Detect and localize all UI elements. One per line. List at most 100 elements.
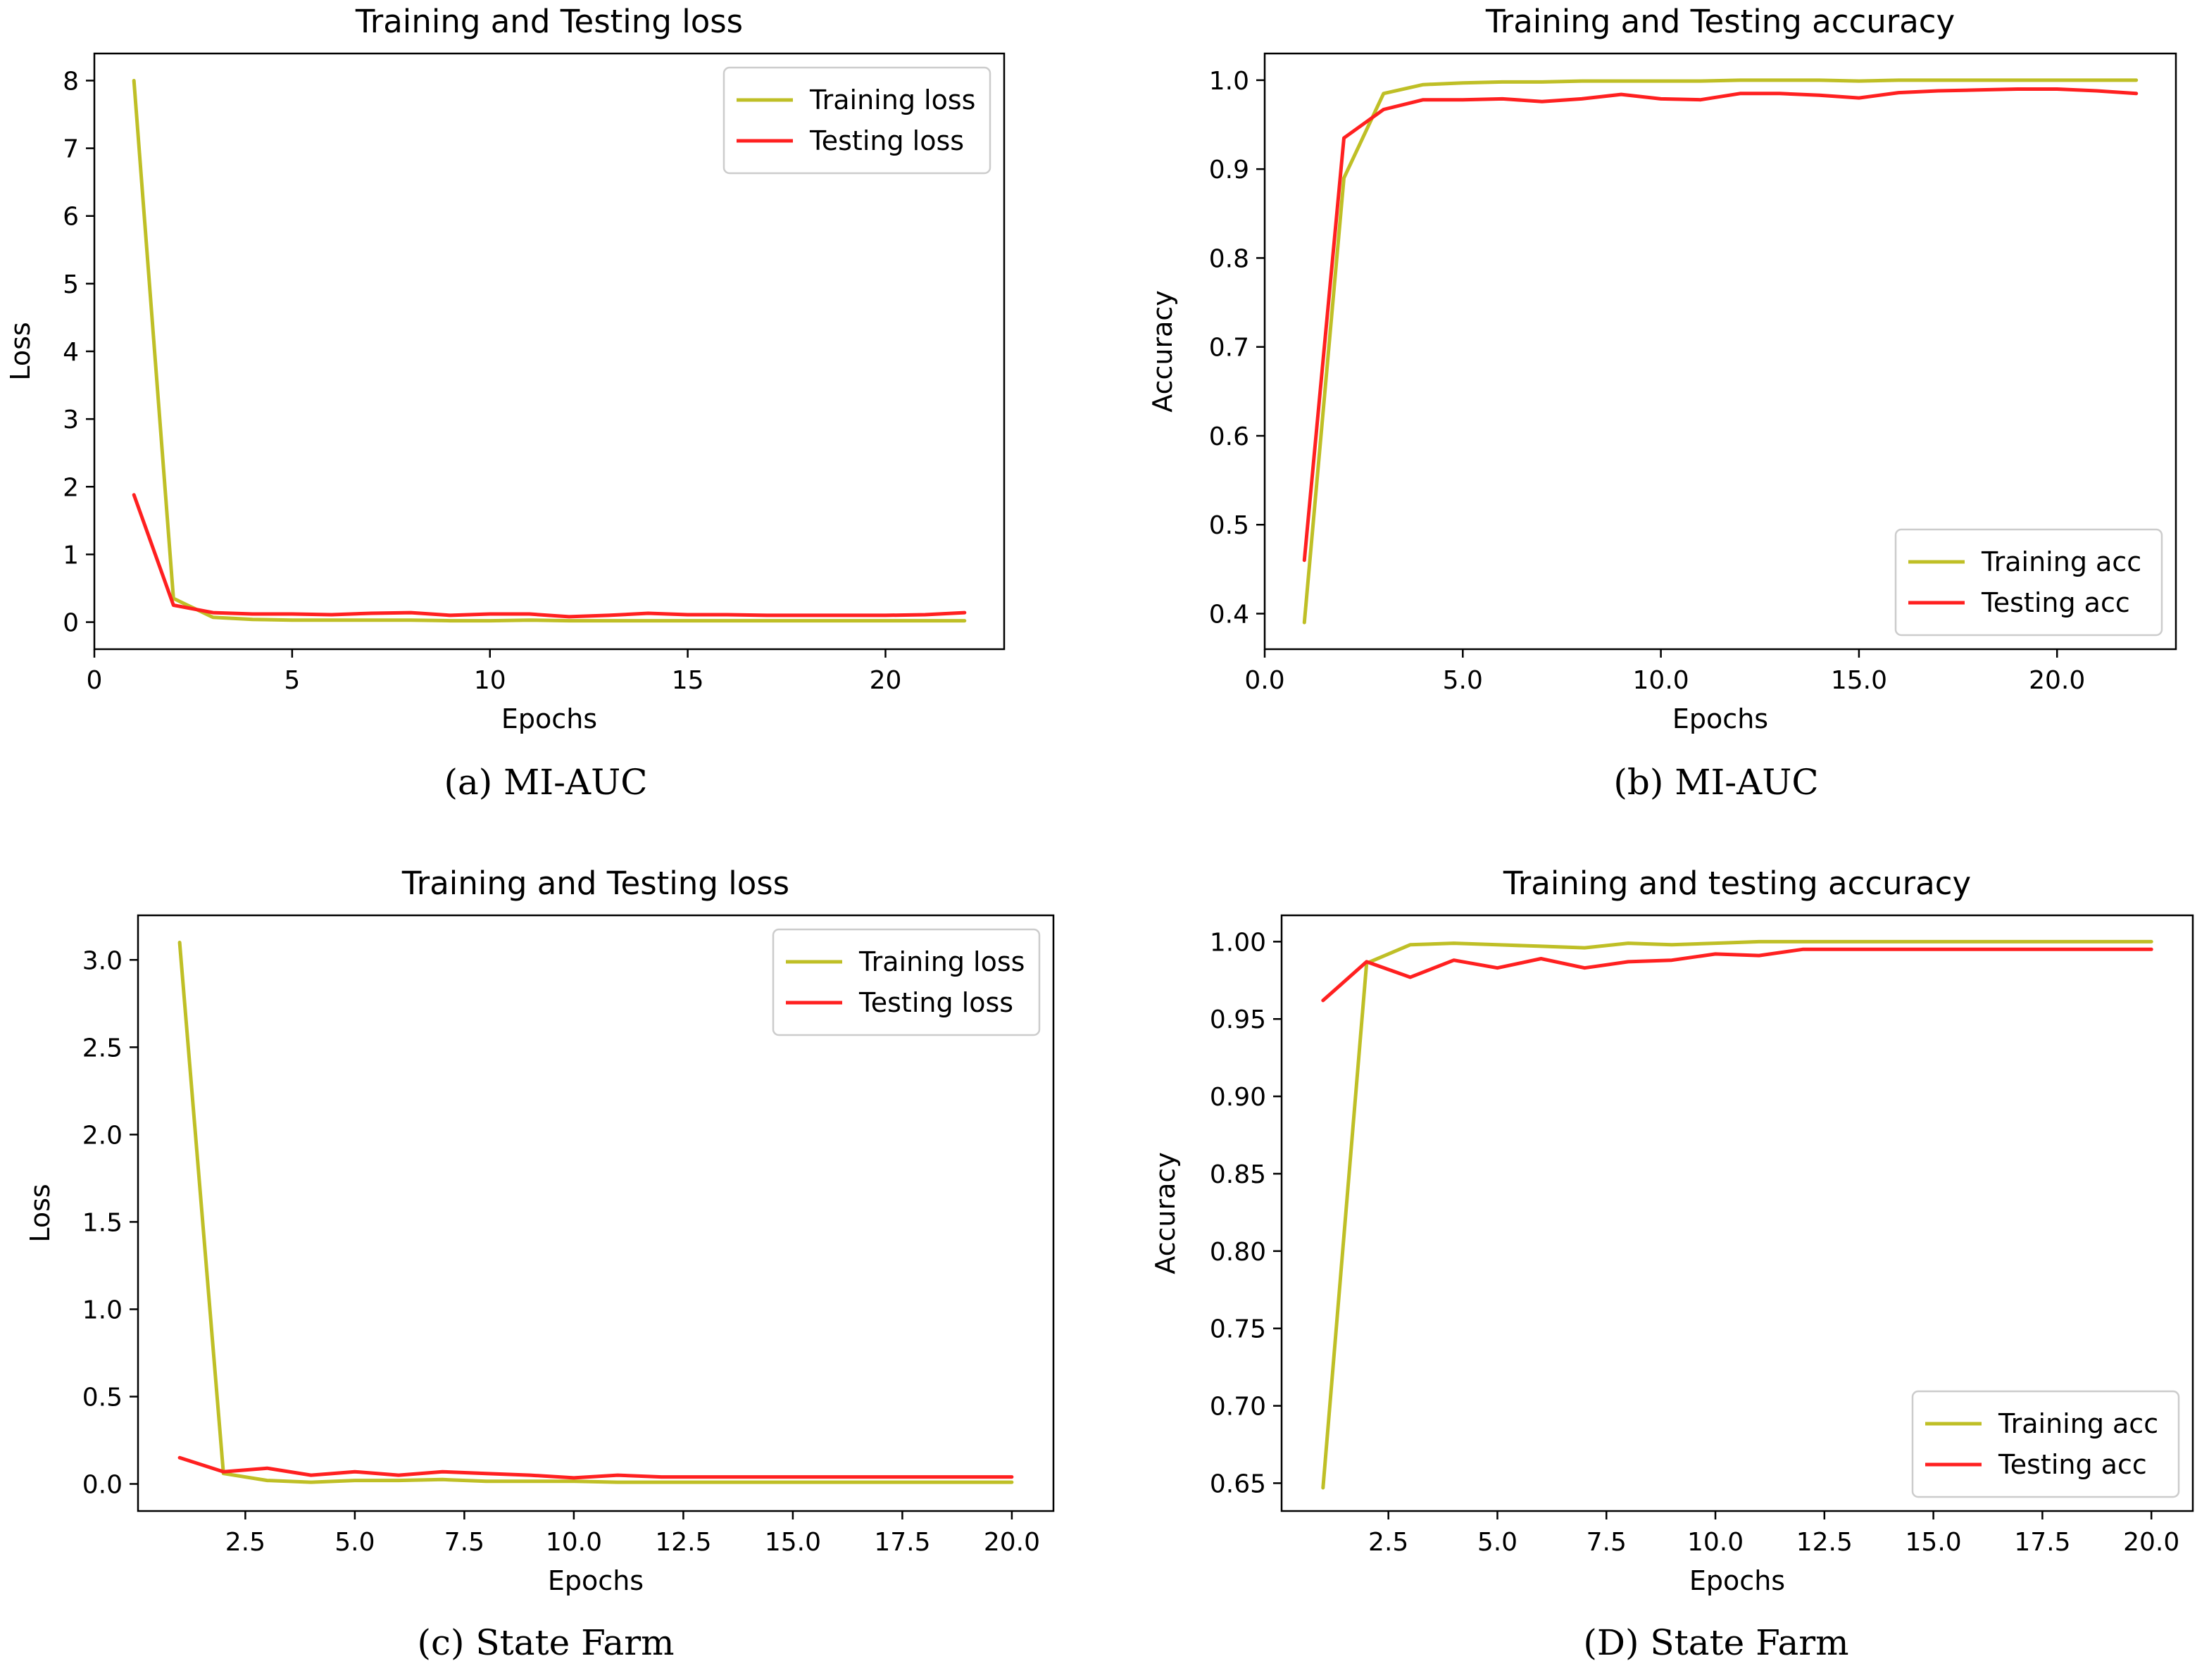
y-tick-label: 3 [63,406,79,434]
series-line-testing-loss [177,1455,1014,1480]
y-tick-label: 0.5 [1209,511,1249,540]
chart-title: Training and Testing loss [355,3,743,40]
y-tick-label: 0.6 [1209,422,1249,451]
y-tick-label: 7 [63,135,79,164]
x-tick-label: 20 [870,666,902,695]
x-tick-label: 7.5 [1587,1528,1627,1557]
chart-panel-1: Training and Testing loss 0 5 10 15 20 0 1 2 3 4 5 6… [5,3,1006,803]
legend: Training acc Testing acc [1894,528,2163,637]
x-tick-label: 0.0 [1244,666,1284,695]
x-tick-label: 10.0 [1687,1528,1744,1557]
y-tick-label: 0.7 [1209,334,1249,363]
x-tick-label: 20.0 [2123,1528,2179,1557]
legend-entry: Testing acc [1981,587,2130,618]
y-tick-label: 0.65 [1210,1469,1266,1498]
plot-frame [137,914,1055,1512]
chart-panel-2: Training and Testing accuracy 0.0 5.0 10.0 1… [1147,3,2177,803]
y-tick-label: 0 [63,609,79,638]
legend-entry: Training loss [809,84,975,115]
legend-entry: Testing loss [858,987,1013,1018]
y-axis-label: Accuracy [1150,1152,1181,1274]
chart-title: Training and Testing loss [401,865,789,902]
chart-caption: (D) State Farm [1583,1622,1848,1663]
legend-entry: Training loss [858,946,1025,977]
x-tick-label: 5.0 [334,1528,375,1557]
chart-caption: (c) State Farm [417,1622,674,1663]
y-tick-label: 0.90 [1210,1083,1266,1112]
y-tick-label: 2.0 [82,1121,123,1150]
x-tick-label: 5 [284,666,300,695]
y-tick-label: 0.5 [82,1383,123,1412]
x-tick-label: 20.0 [2029,666,2085,695]
y-tick-label: 1.00 [1210,928,1266,957]
x-tick-label: 2.5 [225,1528,265,1557]
chart-panel-3: Training and Testing loss 2.5 5.0 7.5 10.0 12… [25,865,1055,1663]
legend-entry: Testing loss [809,125,964,156]
legend-box [772,928,1041,1036]
x-tick-label: 7.5 [444,1528,484,1557]
chart-title: Training and Testing accuracy [1485,3,1955,40]
legend: Training loss Testing loss [772,928,1041,1036]
legend-entry: Testing acc [1998,1449,2147,1480]
x-tick-label: 15.0 [1831,666,1887,695]
x-axis-label: Epochs [1689,1565,1785,1596]
legend-entry: Training acc [1998,1408,2158,1439]
legend-box [1894,528,2163,637]
x-tick-label: 15 [672,666,704,695]
x-tick-label: 10.0 [546,1528,602,1557]
y-axis-label: Loss [25,1184,56,1242]
series-line-training-acc [1302,78,2139,625]
y-tick-label: 1.5 [82,1208,123,1237]
x-tick-label: 15.0 [1906,1528,1962,1557]
x-tick-label: 20.0 [984,1528,1040,1557]
y-tick-label: 6 [63,203,79,232]
series-line-testing-acc [1302,87,2139,563]
y-tick-label: 0.85 [1210,1160,1266,1189]
y-tick-label: 0.80 [1210,1238,1266,1267]
series-line-training-acc [1321,939,2153,1490]
legend: Training acc Testing acc [1911,1390,2180,1498]
y-tick-label: 0.0 [82,1471,123,1500]
plot-frame [1263,52,2177,651]
legend-entry: Training acc [1981,546,2141,577]
y-tick-label: 0.9 [1209,156,1249,184]
y-tick-label: 0.95 [1210,1005,1266,1034]
x-tick-label: 10 [474,666,506,695]
y-tick-label: 3.0 [82,946,123,975]
y-tick-label: 0.8 [1209,244,1249,273]
x-tick-label: 17.5 [874,1528,930,1557]
y-tick-label: 0.70 [1210,1393,1266,1422]
x-tick-label: 10.0 [1633,666,1689,695]
x-tick-label: 12.5 [655,1528,711,1557]
plot-frame [1280,914,2194,1512]
y-tick-label: 4 [63,338,79,367]
x-axis-label: Epochs [1672,703,1768,734]
x-tick-label: 0 [87,666,103,695]
chart-caption: (a) MI-AUC [444,762,647,803]
x-axis-label: Epochs [548,1565,644,1596]
x-tick-label: 17.5 [2014,1528,2070,1557]
chart-caption: (b) MI-AUC [1613,762,1818,803]
legend-box [722,66,991,175]
chart-title: Training and testing accuracy [1503,865,1971,902]
y-tick-label: 1 [63,541,79,570]
chart-panel-4: Training and testing accuracy 2.5 5.0 7.5 10… [1150,865,2194,1663]
series-line-testing-loss [132,493,967,619]
y-tick-label: 2.5 [82,1034,123,1062]
y-tick-label: 5 [63,270,79,299]
y-tick-label: 0.75 [1210,1315,1266,1344]
x-tick-label: 2.5 [1368,1528,1408,1557]
y-axis-label: Accuracy [1147,290,1178,413]
x-tick-label: 5.0 [1477,1528,1517,1557]
y-tick-label: 1.0 [82,1296,123,1324]
legend: Training loss Testing loss [722,66,991,175]
x-tick-label: 15.0 [765,1528,821,1557]
x-tick-label: 5.0 [1443,666,1483,695]
legend-box [1911,1390,2180,1498]
series-line-training-loss [177,941,1014,1484]
x-tick-label: 12.5 [1796,1528,1853,1557]
y-axis-label: Loss [5,322,36,380]
series-line-testing-acc [1321,947,2153,1003]
y-tick-label: 0.4 [1209,600,1249,629]
